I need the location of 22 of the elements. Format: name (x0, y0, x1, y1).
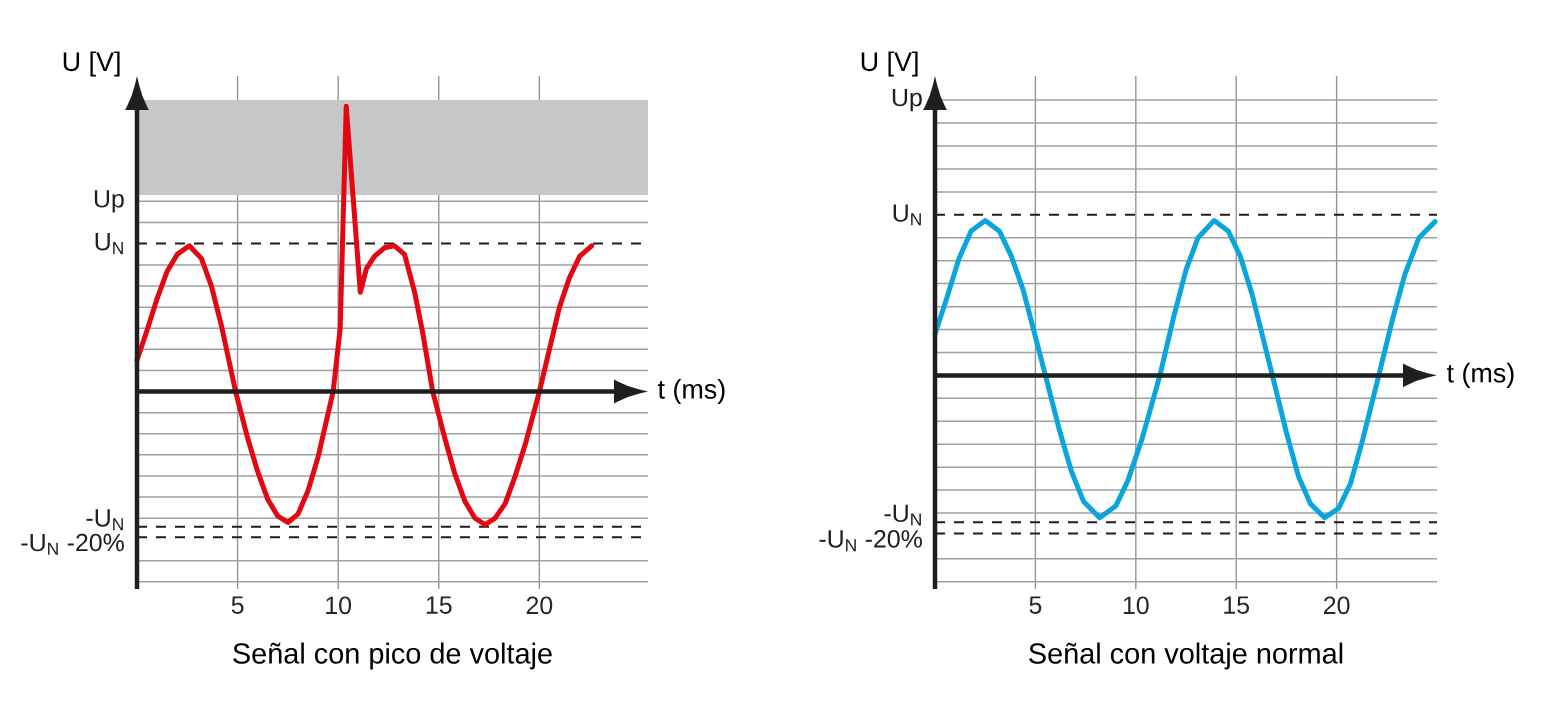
x-tick-label: 10 (326, 596, 352, 615)
ref-line-label: -U$_{N}$ (86, 509, 123, 531)
x-tick-label: 15 (1224, 596, 1250, 614)
ref-line-label: -U$_{N}$ (884, 504, 921, 526)
ref-line-label: -U$_{N}$ -20% (21, 533, 124, 555)
x-axis-title: t (ms) (657, 379, 725, 405)
x-tick-label: 20 (1324, 596, 1350, 615)
ref-line-label: U$_{N}$ (95, 233, 123, 254)
x-tick-label: 20 (526, 596, 553, 615)
ref-line-label: Up (892, 88, 922, 112)
ref-line-label: U$_{N}$ (893, 204, 921, 226)
x-tick-label: 10 (1123, 596, 1149, 615)
x-axis-title: t (ms) (1446, 362, 1514, 388)
ref-line-label: Up (94, 190, 124, 213)
text: Señal con pico de voltaje (233, 642, 552, 670)
text: Señal con voltaje normal (1029, 642, 1343, 670)
x-tick-label: 5 (1029, 596, 1042, 614)
x-tick-label: 5 (231, 596, 244, 614)
ref-line-label: -U$_{N}$ -20% (819, 530, 922, 552)
y-axis-title: U [V] (861, 51, 918, 77)
y-axis-title: U [V] (63, 51, 120, 77)
x-tick-label: 15 (426, 596, 452, 614)
